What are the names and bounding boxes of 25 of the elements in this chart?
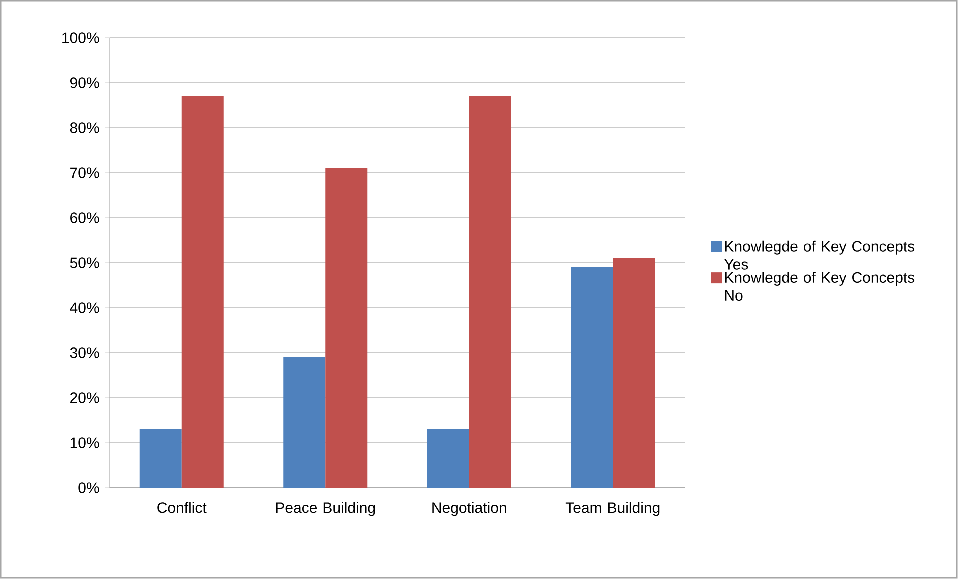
- y-tick-label: 50%: [70, 258, 100, 268]
- y-tick-label: 20%: [70, 392, 100, 404]
- y-tick-label: 60%: [70, 212, 100, 224]
- bar: [140, 430, 182, 488]
- bar: [427, 430, 470, 488]
- legend-label: Knowlegde of Key Concepts Yes: [724, 240, 915, 270]
- y-tick-label: 0%: [78, 482, 100, 494]
- bar: [326, 168, 368, 488]
- y-tick-label: 10%: [70, 438, 100, 448]
- y-tick-label: 90%: [70, 78, 100, 88]
- bar: [613, 258, 656, 488]
- bar: [284, 358, 326, 488]
- x-tick-label: Team Building: [566, 502, 660, 516]
- legend-label: Knowlegde of Key Concepts No: [725, 272, 915, 302]
- y-tick-label: 100%: [62, 32, 100, 44]
- y-tick-label: 80%: [70, 122, 100, 134]
- x-tick-label: Conflict: [158, 502, 207, 514]
- x-tick-label: Peace Building: [276, 502, 376, 516]
- bar: [182, 96, 224, 488]
- y-tick-label: 70%: [70, 168, 100, 178]
- x-tick-label: Negotiation: [432, 502, 506, 516]
- y-tick-label: 30%: [70, 348, 100, 358]
- bar: [469, 96, 512, 488]
- y-tick-label: 40%: [70, 302, 100, 314]
- bar: [571, 268, 614, 488]
